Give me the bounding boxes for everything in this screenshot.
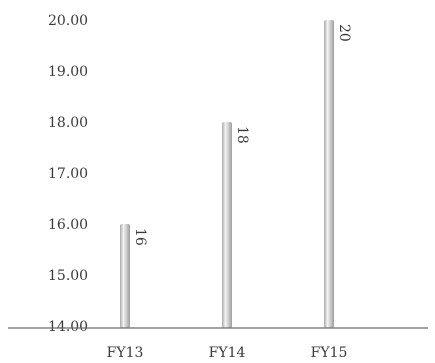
category-label-fy15: FY15 <box>311 345 348 361</box>
y-tick-label: 17.00 <box>48 166 88 182</box>
y-tick-label: 18.00 <box>48 115 88 131</box>
y-tick-label: 20.00 <box>48 13 88 29</box>
category-label-fy13: FY13 <box>107 345 144 361</box>
y-tick-label: 19.00 <box>48 64 88 80</box>
bar-fy15 <box>324 20 334 328</box>
bars <box>120 20 334 328</box>
data-label-fy15: 20 <box>336 24 352 42</box>
data-labels: 16 18 20 <box>132 24 352 246</box>
y-tick-label: 14.00 <box>48 319 88 335</box>
y-axis-tick-labels: 14.00 15.00 16.00 17.00 18.00 19.00 20.00 <box>48 13 88 335</box>
x-axis-category-labels: FY13 FY14 FY15 <box>107 345 348 361</box>
data-label-fy14: 18 <box>234 126 250 144</box>
y-tick-label: 16.00 <box>48 217 88 233</box>
y-tick-label: 15.00 <box>48 268 88 284</box>
category-label-fy14: FY14 <box>209 345 246 361</box>
bar-fy14 <box>222 122 232 328</box>
data-label-fy13: 16 <box>132 228 148 246</box>
bar-fy13 <box>120 224 130 328</box>
